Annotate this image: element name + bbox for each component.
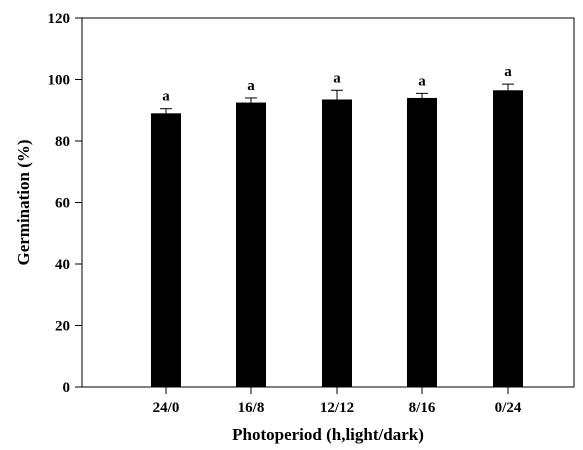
- error-bars: [160, 83, 514, 114]
- significance-label: a: [247, 78, 255, 94]
- bar: [407, 97, 437, 387]
- y-axis-title: Germination (%): [14, 139, 33, 265]
- x-axis: 24/0 16/8 12/12 8/16 0/24: [153, 387, 522, 416]
- y-tick-label: 40: [55, 257, 70, 273]
- bar: [322, 99, 352, 388]
- x-axis-title: Photoperiod (h,light/dark): [232, 425, 424, 444]
- bar: [236, 102, 266, 387]
- plot-frame: [81, 17, 575, 388]
- bar: [493, 90, 523, 387]
- x-tick-label: 16/8: [238, 400, 265, 416]
- y-axis: 0 20 40 60 80 100 120: [48, 11, 82, 396]
- significance-label: a: [162, 89, 170, 105]
- x-tick-label: 0/24: [495, 400, 522, 416]
- y-tick-label: 80: [55, 134, 70, 150]
- bar: [151, 113, 181, 387]
- x-tick-label: 24/0: [153, 400, 180, 416]
- x-tick-label: 12/12: [320, 400, 354, 416]
- y-tick-label: 120: [48, 11, 71, 27]
- significance-label: a: [504, 64, 512, 80]
- significance-labels: a a a a a: [162, 64, 512, 105]
- y-tick-label: 0: [63, 380, 71, 396]
- significance-label: a: [333, 70, 341, 86]
- significance-label: a: [418, 73, 426, 89]
- y-tick-label: 60: [55, 196, 70, 212]
- bars: [151, 90, 523, 388]
- y-tick-label: 100: [48, 73, 71, 89]
- x-tick-label: 8/16: [409, 400, 436, 416]
- y-tick-label: 20: [55, 319, 70, 335]
